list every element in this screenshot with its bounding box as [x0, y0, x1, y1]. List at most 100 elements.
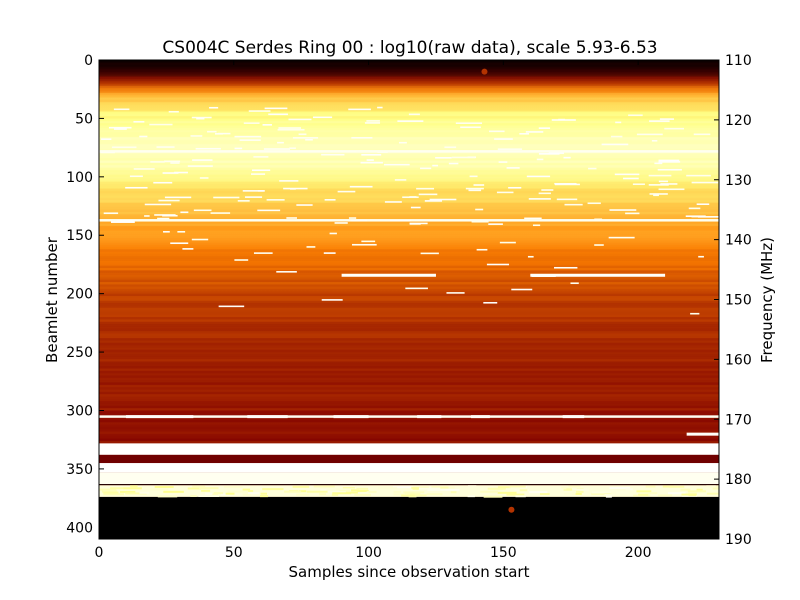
row-texture	[99, 95, 719, 98]
row-texture	[99, 193, 719, 196]
row-texture	[99, 155, 719, 159]
row-texture	[99, 225, 719, 229]
band-texture	[102, 489, 117, 492]
rfi-dash	[110, 221, 135, 223]
y-tick-label: 150	[66, 228, 93, 244]
band-texture	[712, 487, 719, 490]
rfi-dash	[237, 200, 250, 202]
rfi-dash	[405, 287, 428, 290]
rfi-dash	[162, 214, 178, 217]
rfi-dash	[192, 159, 213, 161]
rfi-dash	[649, 120, 670, 122]
row-texture	[99, 293, 719, 297]
rfi-dash	[390, 219, 411, 222]
band-texture	[246, 490, 254, 493]
row-texture	[99, 130, 719, 133]
rfi-dash	[191, 238, 209, 241]
band-texture	[426, 493, 443, 496]
rfi-dash	[129, 175, 143, 178]
row-texture	[99, 188, 719, 192]
band-texture	[636, 490, 652, 493]
band-texture	[213, 492, 224, 495]
row-texture	[99, 317, 719, 320]
rfi-dash	[243, 122, 260, 124]
rfi-dash	[193, 209, 212, 212]
row-texture	[99, 118, 719, 122]
rfi-dash	[499, 241, 516, 244]
rfi-dash	[658, 188, 685, 191]
rfi-dash	[632, 183, 645, 186]
rfi-dash	[696, 203, 710, 205]
row-texture	[99, 174, 719, 178]
rfi-dash	[554, 266, 578, 269]
rfi-dash	[251, 173, 266, 175]
rfi-dash	[191, 116, 212, 119]
row-texture	[99, 279, 719, 283]
band-texture	[260, 495, 269, 498]
row-texture	[99, 246, 719, 250]
rfi-dash	[196, 117, 205, 120]
rfi-dash	[536, 158, 544, 161]
y2-axis-label: Frequency (MHz)	[758, 237, 776, 363]
row-texture	[99, 401, 719, 404]
row-texture	[99, 314, 719, 318]
rfi-dash	[660, 183, 678, 185]
row-texture	[99, 106, 719, 110]
rfi-dash	[337, 190, 356, 193]
band-texture	[625, 488, 633, 491]
rfi-dash	[177, 230, 186, 233]
row-texture	[99, 422, 719, 425]
row-texture	[99, 211, 719, 215]
band	[99, 463, 719, 473]
rfi-dash	[498, 161, 508, 163]
band-texture	[103, 493, 125, 496]
rfi-dash	[149, 123, 173, 126]
band-texture	[99, 488, 117, 491]
rfi-dash	[305, 138, 313, 141]
row-texture	[99, 209, 719, 213]
rfi-dash	[364, 122, 381, 124]
rfi-dash	[187, 165, 213, 167]
row-texture	[99, 160, 719, 164]
rfi-dash	[278, 127, 302, 129]
band-texture	[393, 493, 405, 496]
rfi-streak	[471, 415, 490, 419]
rfi-dash	[538, 153, 560, 155]
band-texture	[508, 485, 526, 488]
y-tick-label: 400	[66, 520, 93, 536]
row-texture	[99, 137, 719, 140]
rfi-dash	[351, 243, 377, 246]
row-texture	[99, 382, 719, 386]
rfi-dash	[288, 118, 312, 121]
rfi-dash	[114, 128, 127, 130]
band-texture	[493, 486, 502, 489]
band-texture	[262, 488, 284, 491]
rfi-dash	[538, 127, 551, 129]
rfi-dash	[511, 288, 533, 291]
rfi-dash	[563, 156, 571, 159]
row-texture	[99, 438, 719, 442]
rfi-dash	[170, 242, 189, 245]
band-texture	[480, 490, 499, 493]
y2-tick-label: 120	[725, 113, 752, 129]
rfi-dash	[691, 181, 719, 184]
row-texture	[99, 288, 719, 292]
row-texture	[99, 389, 719, 393]
rfi-dash	[257, 190, 264, 192]
rfi-dash	[190, 135, 203, 137]
rfi-dash	[657, 168, 682, 171]
y-tick-label: 100	[66, 170, 93, 186]
band-texture	[296, 493, 310, 496]
band-texture	[519, 489, 528, 492]
band-texture	[450, 491, 457, 494]
chart-title: CS004C Serdes Ring 00 : log10(raw data),…	[162, 38, 657, 58]
rfi-dash	[420, 167, 432, 170]
rfi-dash	[180, 211, 189, 214]
band-texture	[125, 492, 147, 495]
row-texture	[99, 230, 719, 234]
row-texture	[99, 352, 719, 355]
row-texture	[99, 62, 719, 65]
rfi-dash	[144, 203, 172, 206]
band-texture	[483, 495, 503, 498]
band-texture	[591, 493, 605, 496]
